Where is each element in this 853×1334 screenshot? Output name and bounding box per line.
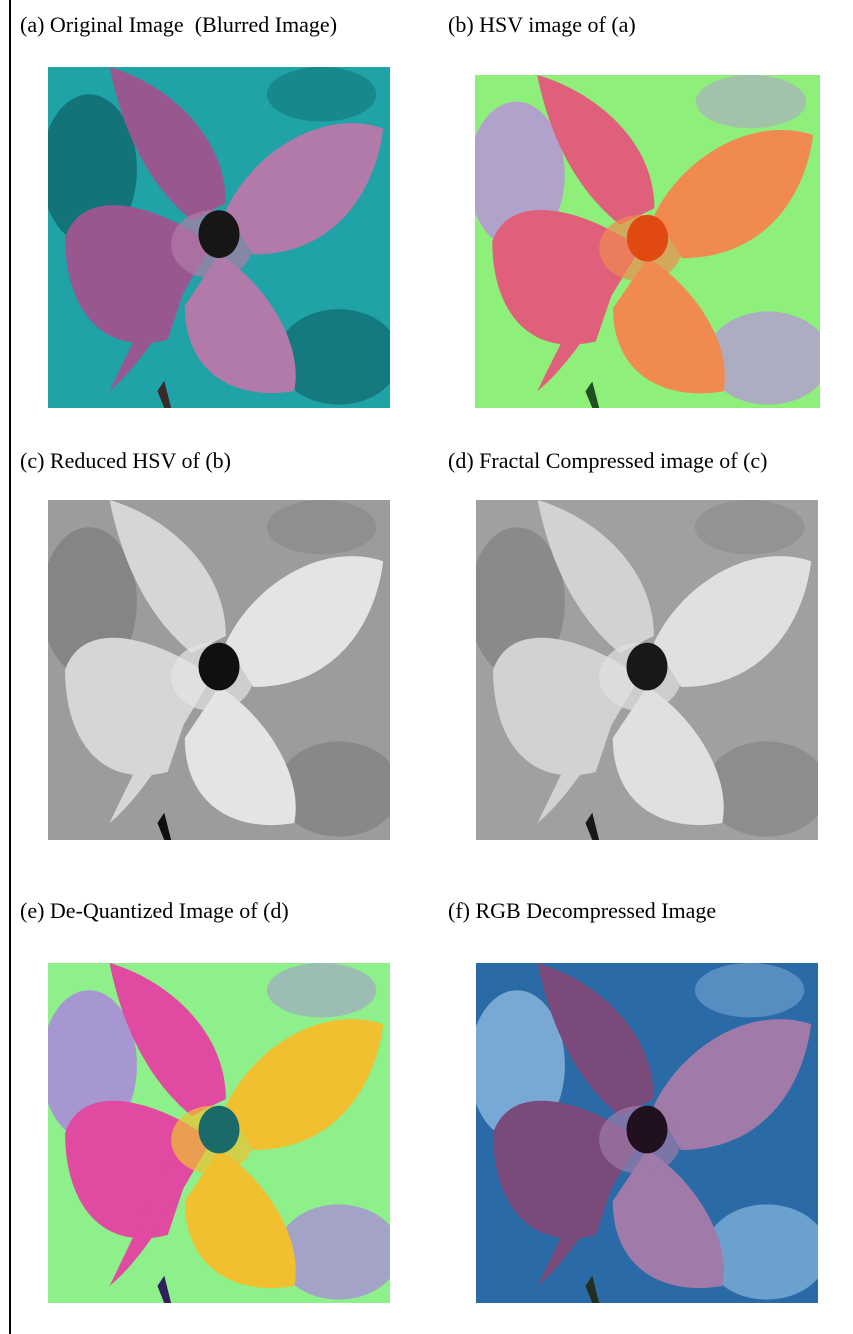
image-shape xyxy=(267,963,376,1017)
panel-image xyxy=(476,500,818,840)
panel-label: (e) De-Quantized Image of (d) xyxy=(20,898,289,924)
panel-image xyxy=(475,75,820,408)
panel-image xyxy=(476,963,818,1303)
image-shape xyxy=(627,215,668,262)
image-shape xyxy=(267,67,376,122)
panel-label: (a) Original Image (Blurred Image) xyxy=(20,12,337,38)
panel-image xyxy=(48,963,390,1303)
page: (a) Original Image (Blurred Image) (b) HS… xyxy=(0,0,853,1334)
panel-label: (f) RGB Decompressed Image xyxy=(448,898,716,924)
image-shape xyxy=(696,75,806,128)
panel-image xyxy=(48,500,390,840)
panel-image xyxy=(48,67,390,408)
image-shape xyxy=(626,1106,667,1154)
image-shape xyxy=(198,1106,239,1154)
panel-label: (d) Fractal Compressed image of (c) xyxy=(448,448,768,474)
image-shape xyxy=(198,643,239,691)
panel-label: (b) HSV image of (a) xyxy=(448,12,636,38)
image-shape xyxy=(695,963,804,1017)
image-shape xyxy=(626,643,667,691)
table-border xyxy=(9,0,11,1334)
image-shape xyxy=(267,500,376,554)
image-shape xyxy=(695,500,804,554)
image-shape xyxy=(198,210,239,258)
panel-label: (c) Reduced HSV of (b) xyxy=(20,448,231,474)
